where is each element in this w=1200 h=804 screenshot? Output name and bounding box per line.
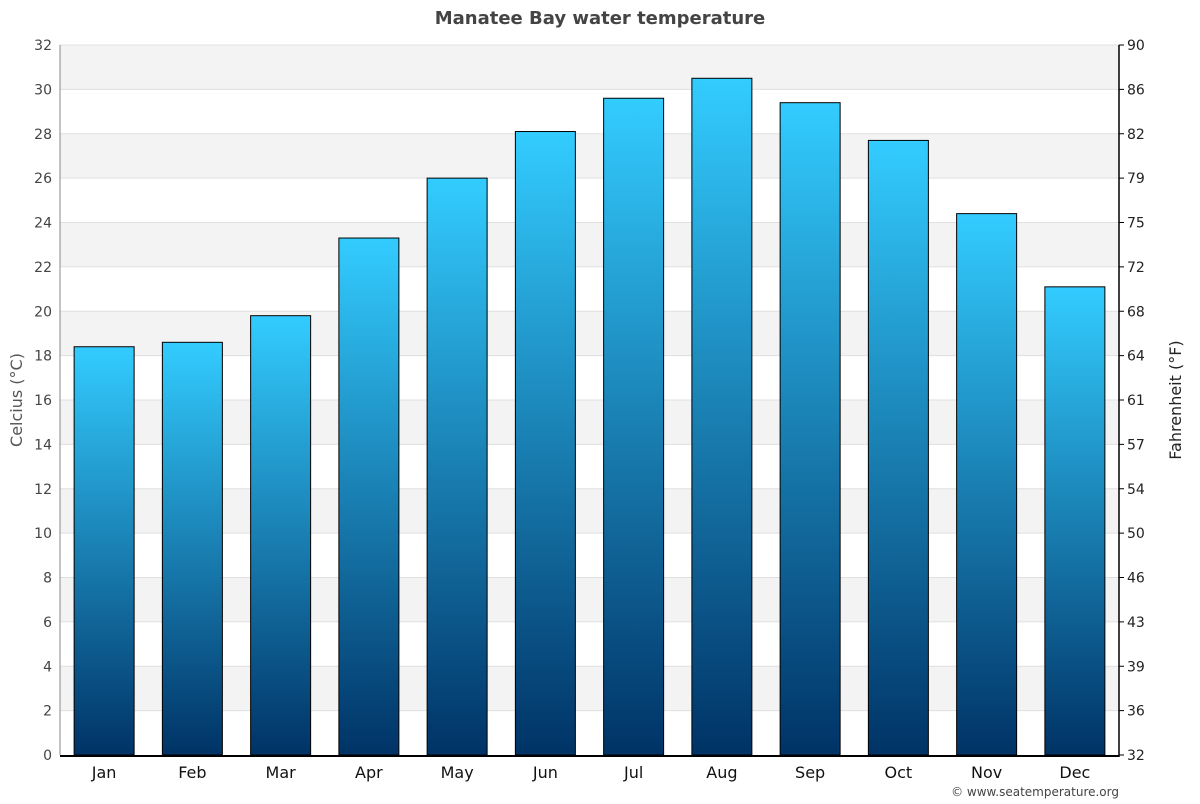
grid-band — [60, 45, 1119, 90]
bar-sep — [779, 102, 841, 756]
bar-jan — [73, 346, 135, 756]
y-axis-label-right: Fahrenheit (°F) — [1166, 340, 1185, 459]
y-tick-label-left: 2 — [43, 704, 52, 720]
y-tick-label-right: 79 — [1127, 171, 1145, 187]
grid-band — [60, 666, 1119, 711]
bar-feb — [161, 341, 223, 756]
y-tick-label-right: 36 — [1127, 704, 1145, 720]
y-tick-label-left: 26 — [34, 171, 52, 187]
y-tick-label-right: 90 — [1127, 38, 1145, 54]
x-tick-label: Sep — [795, 763, 825, 782]
bar-may — [426, 177, 488, 756]
y-tick-label-left: 28 — [34, 127, 52, 143]
y-tick-label-left: 16 — [34, 393, 52, 409]
y-tick-label-left: 30 — [34, 82, 52, 98]
y-tick-label-left: 12 — [34, 482, 52, 498]
footer-credit: © www.seatemperature.org — [951, 785, 1119, 799]
grid-band — [60, 577, 1119, 622]
bar-jul — [603, 97, 665, 756]
y-tick-label-right: 68 — [1127, 304, 1145, 320]
x-tick-label: Feb — [178, 763, 206, 782]
x-tick-label: Aug — [706, 763, 737, 782]
grid-band — [60, 222, 1119, 267]
x-tick-label: Jun — [532, 763, 558, 782]
y-tick-label-right: 39 — [1127, 659, 1145, 675]
y-tick-label-right: 72 — [1127, 260, 1145, 276]
bar-oct — [867, 139, 929, 756]
y-tick-label-left: 0 — [43, 748, 52, 764]
y-tick-label-right: 57 — [1127, 437, 1145, 453]
bar-dec — [1044, 286, 1106, 756]
x-tick-label: Nov — [971, 763, 1002, 782]
y-tick-label-right: 64 — [1127, 349, 1145, 365]
y-tick-label-right: 75 — [1127, 216, 1145, 232]
y-axis-label-left: Celcius (°C) — [7, 353, 26, 447]
grid-band — [60, 311, 1119, 356]
y-tick-label-right: 43 — [1127, 615, 1145, 631]
y-tick-label-left: 10 — [34, 526, 52, 542]
bar-apr — [338, 237, 400, 756]
grid-band — [60, 133, 1119, 179]
y-tick-label-left: 8 — [43, 571, 52, 587]
bar-aug — [691, 77, 753, 756]
chart-title: Manatee Bay water temperature — [435, 8, 766, 29]
bar-mar — [250, 315, 312, 756]
grid-band — [60, 400, 1119, 445]
bar-nov — [956, 213, 1018, 756]
y-tick-label-left: 22 — [34, 260, 52, 276]
x-tick-label: Apr — [355, 763, 383, 782]
x-tick-label: Jan — [91, 763, 117, 782]
bar-jun — [514, 131, 576, 756]
y-tick-label-left: 32 — [34, 38, 52, 54]
y-tick-label-left: 14 — [34, 437, 52, 453]
y-tick-label-right: 82 — [1127, 127, 1145, 143]
x-tick-label: Oct — [885, 763, 913, 782]
y-tick-label-right: 86 — [1127, 82, 1145, 98]
y-tick-label-right: 50 — [1127, 526, 1145, 542]
y-tick-label-left: 4 — [43, 659, 52, 675]
y-tick-label-left: 18 — [34, 349, 52, 365]
x-tick-label: Jul — [623, 763, 643, 782]
y-tick-label-left: 20 — [34, 304, 52, 320]
grid-band — [60, 488, 1119, 534]
y-tick-label-right: 61 — [1127, 393, 1145, 409]
y-tick-label-right: 54 — [1127, 482, 1145, 498]
x-tick-label: May — [441, 763, 474, 782]
x-tick-label: Dec — [1059, 763, 1090, 782]
y-tick-label-right: 32 — [1127, 748, 1145, 764]
y-tick-label-left: 24 — [34, 216, 52, 232]
y-tick-label-left: 6 — [43, 615, 52, 631]
x-tick-label: Mar — [266, 763, 297, 782]
y-tick-label-right: 46 — [1127, 571, 1145, 587]
